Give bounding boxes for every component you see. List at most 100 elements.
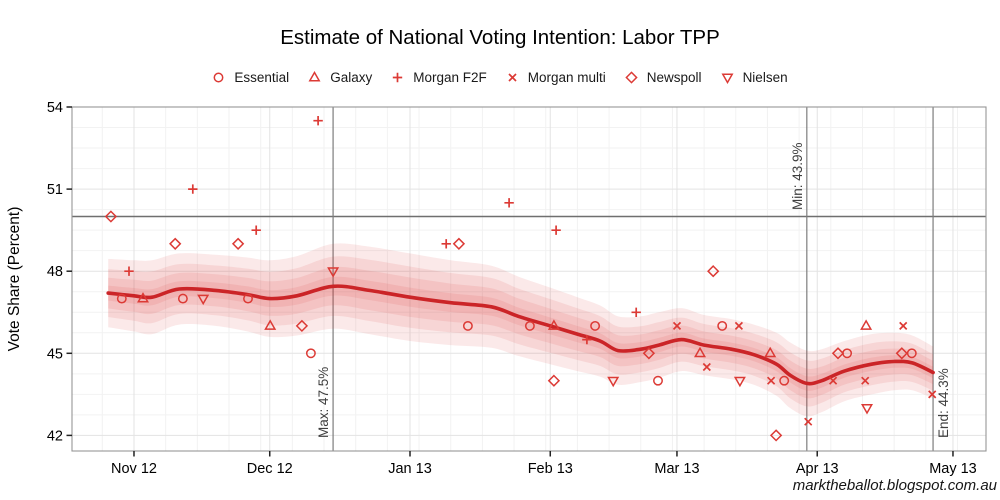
legend-label: Essential bbox=[234, 70, 290, 85]
y-tick-label: 54 bbox=[47, 100, 63, 116]
y-axis-title: Vote Share (Percent) bbox=[6, 207, 23, 352]
data-point bbox=[861, 404, 873, 415]
series-morgan-multi bbox=[672, 321, 937, 426]
data-point bbox=[441, 239, 451, 249]
data-point bbox=[264, 319, 277, 330]
data-point bbox=[733, 376, 746, 388]
legend-item-newspoll: Newspoll bbox=[625, 70, 702, 85]
data-point bbox=[582, 334, 592, 345]
trend-line bbox=[106, 284, 935, 386]
x-tick-label: May 13 bbox=[929, 461, 977, 477]
series-galaxy bbox=[137, 292, 873, 358]
data-point bbox=[895, 347, 908, 360]
data-point bbox=[769, 429, 783, 442]
data-point bbox=[243, 293, 253, 304]
x-tick-label: Dec 12 bbox=[247, 461, 293, 477]
legend-marker-cross-icon bbox=[508, 73, 517, 82]
data-point bbox=[188, 184, 198, 194]
legend-marker-diamond-icon bbox=[625, 71, 638, 84]
data-point bbox=[547, 374, 561, 387]
data-point bbox=[305, 348, 316, 359]
data-point bbox=[734, 321, 744, 331]
data-point bbox=[899, 321, 908, 331]
x-tick-label: Feb 13 bbox=[528, 461, 573, 477]
y-tick-label: 51 bbox=[47, 182, 63, 198]
legend-marker-triangle-down-icon bbox=[721, 73, 734, 84]
data-point bbox=[231, 237, 245, 250]
data-point bbox=[831, 347, 845, 360]
annotation-label: Min: 43.9% bbox=[790, 142, 805, 210]
legend-marker-circle-icon bbox=[213, 72, 224, 83]
data-point bbox=[547, 319, 560, 330]
legend: Essential Galaxy Morgan F2F Morgan multi New… bbox=[0, 70, 1000, 85]
legend-item-morgan-multi: Morgan multi bbox=[506, 70, 606, 85]
data-point bbox=[653, 375, 663, 386]
y-tick-label: 48 bbox=[47, 264, 63, 280]
legend-label: Morgan F2F bbox=[413, 70, 487, 85]
series-morgan-f2f bbox=[124, 115, 641, 345]
x-tick-label: Nov 12 bbox=[111, 461, 157, 477]
data-point bbox=[313, 115, 323, 126]
series-nielsen bbox=[197, 267, 873, 415]
y-axis: 42 45 48 51 54 bbox=[47, 100, 72, 444]
x-tick-label: Jan 13 bbox=[388, 461, 432, 477]
data-point bbox=[764, 346, 777, 358]
data-point bbox=[197, 294, 210, 306]
data-point bbox=[804, 417, 813, 426]
x-tick-label: Apr 13 bbox=[796, 461, 839, 477]
legend-marker-plus-icon bbox=[393, 72, 403, 83]
data-point bbox=[251, 225, 261, 235]
legend-item-morgan-f2f: Morgan F2F bbox=[391, 70, 487, 85]
legend-marker-triangle-up-icon bbox=[308, 71, 321, 82]
annotation-labels: Max: 47.5% Min: 43.9% End: 44.3% bbox=[316, 142, 951, 438]
gridlines-minor bbox=[72, 107, 986, 451]
annotation-label: End: 44.3% bbox=[936, 368, 951, 438]
legend-label: Galaxy bbox=[330, 70, 373, 85]
data-point bbox=[672, 321, 682, 331]
data-point bbox=[694, 346, 706, 358]
data-point bbox=[137, 292, 149, 303]
data-point bbox=[295, 319, 309, 333]
data-point bbox=[462, 320, 473, 331]
data-point bbox=[631, 307, 641, 317]
data-point bbox=[642, 347, 656, 360]
data-point bbox=[116, 293, 127, 304]
data-point bbox=[124, 266, 134, 276]
data-point bbox=[779, 375, 790, 386]
ribbon-band bbox=[108, 266, 934, 399]
annotation-label: Max: 47.5% bbox=[316, 367, 331, 438]
data-point bbox=[551, 225, 561, 235]
data-point bbox=[104, 210, 118, 223]
data-point bbox=[524, 320, 535, 331]
trend-ribbon-bands bbox=[108, 243, 934, 417]
y-tick-label: 42 bbox=[47, 428, 63, 444]
legend-label: Nielsen bbox=[742, 70, 788, 85]
y-tick-label: 45 bbox=[47, 346, 63, 362]
data-point bbox=[590, 320, 601, 331]
data-point bbox=[702, 362, 711, 372]
data-point bbox=[861, 376, 870, 385]
x-axis: Nov 12 Dec 12 Jan 13 Feb 13 Mar 13 Apr 13 May … bbox=[111, 451, 977, 477]
data-point bbox=[504, 198, 514, 208]
x-tick-label: Mar 13 bbox=[654, 461, 699, 477]
data-point bbox=[860, 319, 873, 330]
chart-title: Estimate of National Voting Intention: L… bbox=[280, 26, 720, 49]
legend-item-galaxy: Galaxy bbox=[308, 70, 372, 85]
data-point bbox=[607, 376, 620, 388]
watermark: marktheballot.blogspot.com.au bbox=[792, 477, 997, 494]
data-point bbox=[452, 237, 466, 250]
legend-label: Newspoll bbox=[646, 70, 702, 85]
data-point bbox=[169, 237, 182, 250]
data-point bbox=[766, 376, 776, 385]
legend-label: Morgan multi bbox=[527, 70, 606, 85]
data-point bbox=[828, 376, 838, 385]
data-point bbox=[707, 265, 720, 278]
data-point bbox=[327, 267, 340, 278]
legend-item-nielsen: Nielsen bbox=[721, 70, 788, 85]
ribbon-band bbox=[108, 243, 934, 417]
data-point bbox=[177, 293, 188, 304]
data-point bbox=[717, 320, 728, 331]
data-point bbox=[928, 390, 937, 399]
